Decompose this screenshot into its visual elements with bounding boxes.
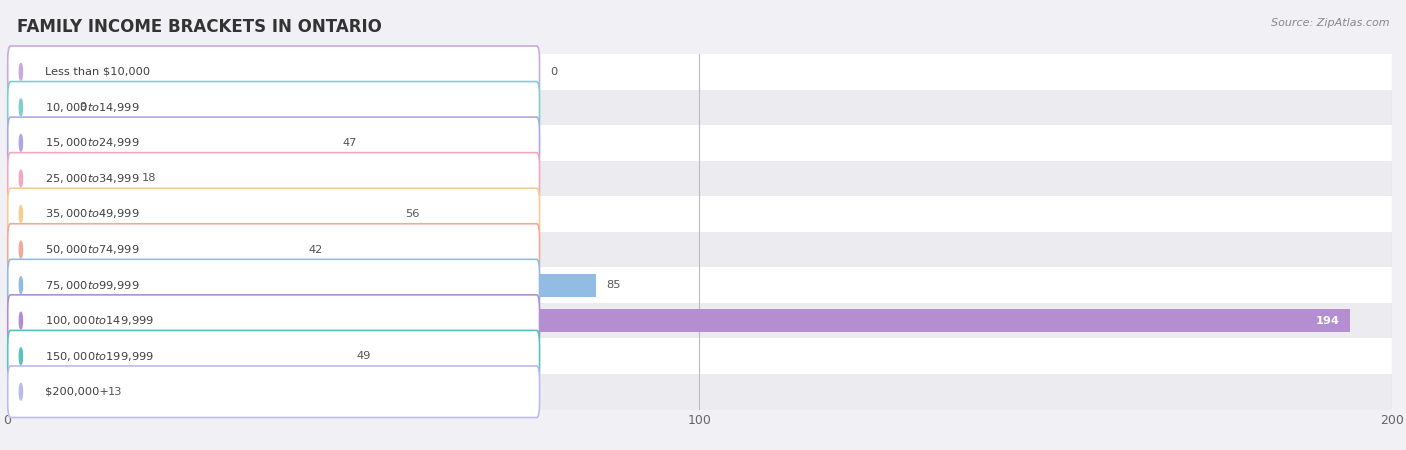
Bar (7, 345, 346, 368)
Text: $50,000 to $74,999: $50,000 to $74,999 (45, 243, 139, 256)
Text: $10,000 to $14,999: $10,000 to $14,999 (45, 101, 139, 114)
FancyBboxPatch shape (7, 117, 540, 169)
Bar (7, 338, 1392, 374)
Text: 9: 9 (80, 102, 87, 112)
Text: 0: 0 (551, 67, 558, 77)
Circle shape (20, 312, 22, 329)
Text: $150,000 to $199,999: $150,000 to $199,999 (45, 350, 155, 363)
Circle shape (20, 135, 22, 151)
Bar (7, 125, 1392, 161)
FancyBboxPatch shape (7, 259, 540, 311)
Circle shape (20, 63, 22, 80)
Text: FAMILY INCOME BRACKETS IN ONTARIO: FAMILY INCOME BRACKETS IN ONTARIO (17, 18, 382, 36)
FancyBboxPatch shape (7, 46, 540, 98)
Text: $75,000 to $99,999: $75,000 to $99,999 (45, 279, 139, 292)
Text: 42: 42 (308, 244, 322, 255)
FancyBboxPatch shape (7, 330, 540, 382)
Text: 49: 49 (357, 351, 371, 361)
Bar (7, 96, 69, 119)
FancyBboxPatch shape (7, 188, 540, 240)
Bar (7, 380, 97, 403)
Text: Less than $10,000: Less than $10,000 (45, 67, 150, 77)
FancyBboxPatch shape (7, 224, 540, 275)
Circle shape (20, 241, 22, 258)
Bar (7, 232, 1392, 267)
Circle shape (20, 277, 22, 293)
Text: 47: 47 (343, 138, 357, 148)
Bar (7, 90, 1392, 125)
Circle shape (20, 99, 22, 116)
Circle shape (20, 348, 22, 365)
Bar (7, 54, 1392, 90)
Bar (7, 161, 1392, 196)
Text: 18: 18 (142, 173, 156, 184)
Text: $200,000+: $200,000+ (45, 387, 108, 397)
Bar (7, 267, 1392, 303)
Text: $15,000 to $24,999: $15,000 to $24,999 (45, 136, 139, 149)
Bar (7, 202, 395, 225)
FancyBboxPatch shape (7, 295, 540, 346)
Text: 56: 56 (405, 209, 419, 219)
Bar (7, 309, 1350, 332)
Bar (7, 167, 132, 190)
Text: 194: 194 (1316, 315, 1340, 326)
Text: $35,000 to $49,999: $35,000 to $49,999 (45, 207, 139, 220)
FancyBboxPatch shape (7, 366, 540, 418)
Bar (7, 374, 1392, 410)
Text: 13: 13 (107, 387, 122, 397)
Circle shape (20, 206, 22, 222)
Bar (7, 274, 596, 297)
Text: Source: ZipAtlas.com: Source: ZipAtlas.com (1271, 18, 1389, 28)
Text: $25,000 to $34,999: $25,000 to $34,999 (45, 172, 139, 185)
Bar (7, 238, 298, 261)
FancyBboxPatch shape (7, 81, 540, 133)
Circle shape (20, 383, 22, 400)
Circle shape (20, 170, 22, 187)
Text: $100,000 to $149,999: $100,000 to $149,999 (45, 314, 155, 327)
Text: 85: 85 (606, 280, 620, 290)
FancyBboxPatch shape (7, 153, 540, 204)
Bar (7, 303, 1392, 338)
Bar (7, 196, 1392, 232)
Bar (7, 131, 332, 154)
